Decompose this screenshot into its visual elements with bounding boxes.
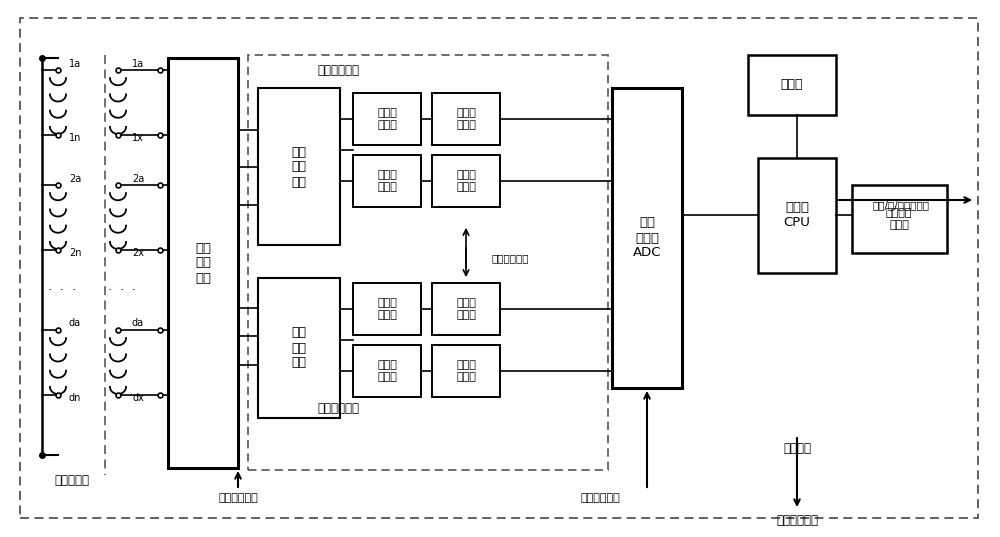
Text: 1x: 1x [132,133,144,143]
Text: 第一控制信号: 第一控制信号 [218,493,258,503]
Text: 测差取样模块: 测差取样模块 [317,402,359,415]
Bar [353,93,421,145]
Text: 第二控制信号: 第二控制信号 [491,253,529,263]
Bar [432,93,500,145]
Text: 2x: 2x [132,248,144,258]
Bar [432,345,500,397]
Text: 第二滤
波单元: 第二滤 波单元 [456,360,476,382]
Text: 第二滤
波单元: 第二滤 波单元 [456,298,476,320]
Bar [748,55,836,115]
Bar [258,278,340,418]
Text: 第一放
大单元: 第一放 大单元 [377,170,397,192]
Text: 第三控制信号: 第三控制信号 [580,493,620,503]
Text: 显示器: 显示器 [781,78,803,91]
Bar [432,283,500,335]
Text: 远程控制终端: 远程控制终端 [776,513,818,526]
Text: 处理器
CPU: 处理器 CPU [784,201,810,229]
Text: 1a: 1a [132,59,144,69]
Bar [353,345,421,397]
Text: 模数
转换器
ADC: 模数 转换器 ADC [633,216,661,259]
Text: 直接
取样
单元: 直接 取样 单元 [292,146,306,188]
Text: 2a: 2a [69,174,81,184]
Bar [248,55,608,470]
Bar [353,283,421,335]
Text: ·  ·  ·: · · · [48,284,76,296]
Text: ·  ·  ·: · · · [108,284,136,296]
Text: 直接取样模块: 直接取样模块 [317,63,359,76]
Text: 光纤传输: 光纤传输 [783,441,811,454]
Bar [353,155,421,207]
Text: dx: dx [132,393,144,403]
Text: 温湿度传
感模块: 温湿度传 感模块 [886,208,912,230]
Text: da: da [69,318,81,328]
Text: dn: dn [69,393,81,403]
Text: 线路
切换
模块: 线路 切换 模块 [195,242,211,285]
Text: 2n: 2n [69,248,81,258]
Text: 第一/二/三控制信号: 第一/二/三控制信号 [872,200,930,210]
Text: 第一放
大单元: 第一放 大单元 [377,108,397,130]
Text: 2a: 2a [132,174,144,184]
Text: 第二放
大单元: 第二放 大单元 [377,298,397,320]
Bar [612,88,682,388]
Text: 1n: 1n [69,133,81,143]
Bar [432,155,500,207]
Text: 待测互感器: 待测互感器 [54,474,90,487]
Text: da: da [132,318,144,328]
Text: 第一滤
波单元: 第一滤 波单元 [456,108,476,130]
Bar [758,158,836,273]
Text: 第一滤
波单元: 第一滤 波单元 [456,170,476,192]
Bar [852,185,947,253]
Bar [168,58,238,468]
Bar [258,88,340,245]
Text: 1a: 1a [69,59,81,69]
Text: 测差
取样
单元: 测差 取样 单元 [292,326,306,369]
Text: 第二放
大单元: 第二放 大单元 [377,360,397,382]
